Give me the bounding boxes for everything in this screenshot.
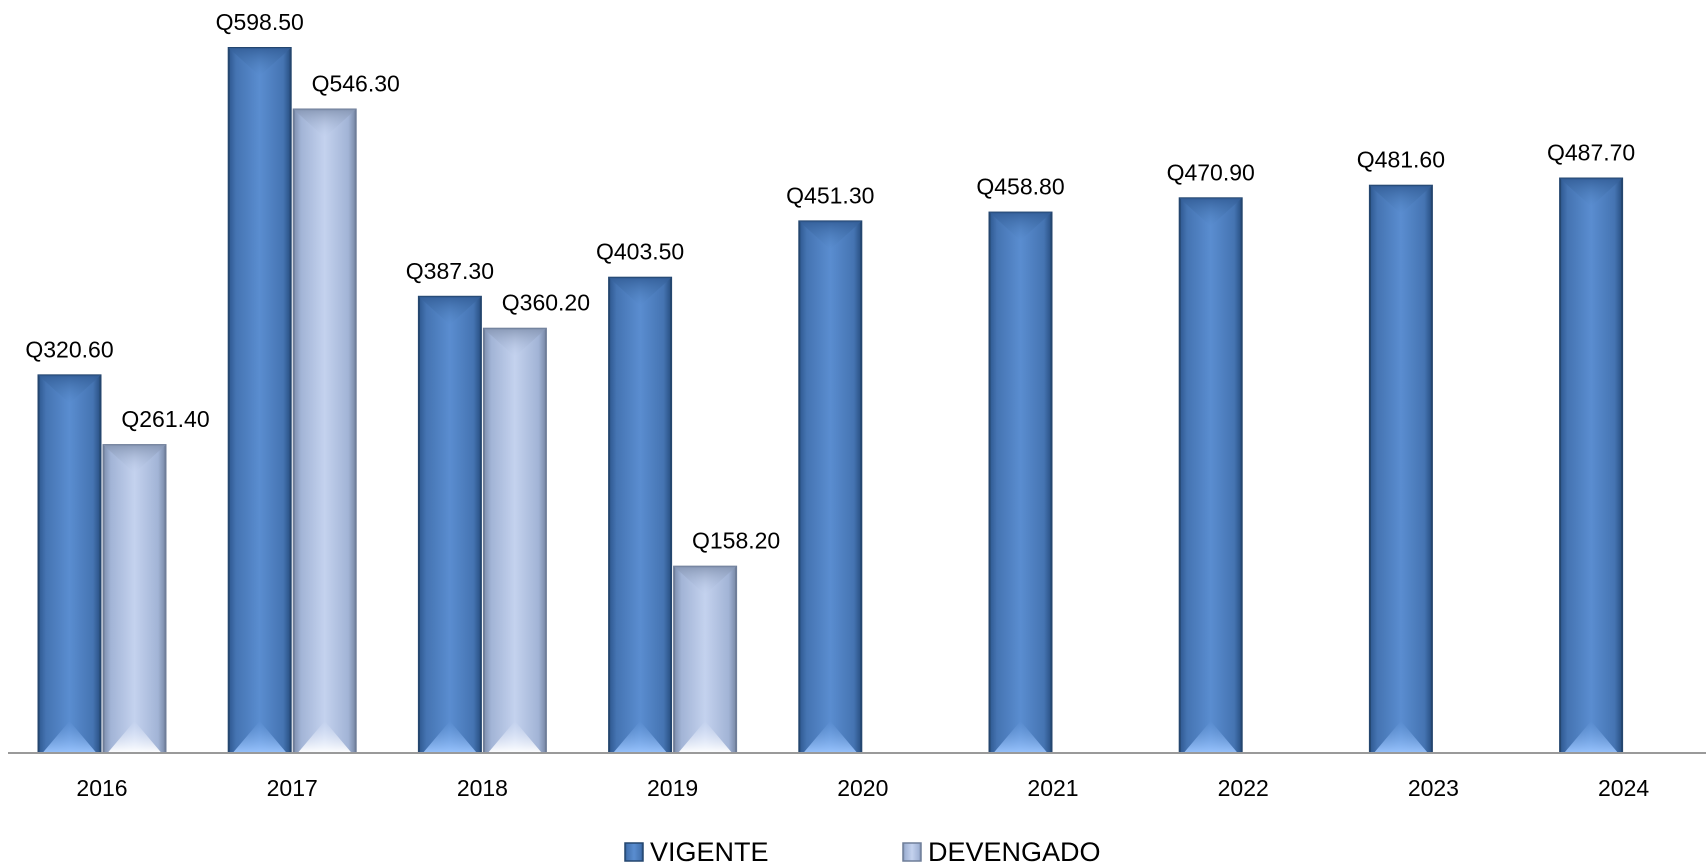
bar-devengado-2019 (673, 565, 738, 754)
bar-vigente-2019 (608, 276, 673, 754)
bar-devengado-2017 (292, 108, 357, 755)
data-label-vigente-2023: Q481.60 (1357, 147, 1445, 173)
bar-vigente-2023 (1368, 184, 1433, 754)
bar-devengado-2016 (102, 444, 167, 754)
bar-vigente-2022 (1178, 197, 1243, 754)
data-label-vigente-2017: Q598.50 (216, 9, 304, 35)
legend-swatch-vigente (624, 842, 644, 862)
x-tick-label-2023: 2023 (1408, 775, 1459, 801)
data-label-vigente-2018: Q387.30 (406, 258, 494, 284)
data-labels-layer: Q320.60 Q261.40 Q598.50 Q546.30 Q387.30 Q360.… (25, 9, 1635, 554)
data-label-vigente-2019: Q403.50 (596, 239, 684, 265)
legend-label-vigente: VIGENTE (650, 837, 769, 863)
bar-devengado-2018 (482, 327, 547, 754)
data-label-devengado-2019: Q158.20 (692, 528, 780, 554)
legend-item-devengado: DEVENGADO (902, 837, 1101, 867)
x-tick-label-2021: 2021 (1027, 775, 1078, 801)
legend-label-devengado: DEVENGADO (928, 837, 1101, 863)
data-label-devengado-2017: Q546.30 (312, 70, 400, 96)
x-tick-label-2017: 2017 (267, 775, 318, 801)
data-label-vigente-2016: Q320.60 (25, 336, 113, 362)
bar-vigente-2018 (417, 295, 482, 754)
data-label-vigente-2024: Q487.70 (1547, 140, 1635, 166)
data-label-devengado-2018: Q360.20 (502, 290, 590, 316)
bars-layer (37, 47, 1624, 755)
x-tick-label-2016: 2016 (76, 775, 127, 801)
data-label-vigente-2020: Q451.30 (786, 182, 874, 208)
bar-vigente-2024 (1559, 177, 1624, 754)
legend: VIGENTE DEVENGADO (624, 837, 1101, 867)
data-label-vigente-2022: Q470.90 (1167, 159, 1255, 185)
data-label-devengado-2016: Q261.40 (121, 406, 209, 432)
x-axis-ticks: 2016 2017 2018 2019 2020 2021 2022 2023 2024 (76, 775, 1649, 801)
bar-vigente-2017 (227, 47, 292, 754)
bar-vigente-2021 (988, 211, 1053, 754)
bar-vigente-2016 (37, 374, 102, 754)
bar-vigente-2020 (798, 220, 863, 754)
x-tick-label-2018: 2018 (457, 775, 508, 801)
legend-swatch-devengado (902, 842, 922, 862)
x-tick-label-2022: 2022 (1218, 775, 1269, 801)
x-tick-label-2019: 2019 (647, 775, 698, 801)
data-label-vigente-2021: Q458.80 (976, 174, 1064, 200)
x-tick-label-2024: 2024 (1598, 775, 1649, 801)
legend-item-vigente: VIGENTE (624, 837, 769, 867)
x-tick-label-2020: 2020 (837, 775, 888, 801)
